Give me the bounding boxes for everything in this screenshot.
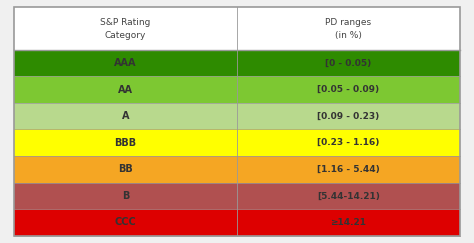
- Bar: [14, 103, 237, 130]
- Text: [0.23 - 1.16): [0.23 - 1.16): [317, 138, 380, 147]
- Bar: [237, 182, 460, 209]
- Text: A: A: [122, 111, 129, 121]
- Text: [5.44-14.21): [5.44-14.21): [317, 191, 380, 200]
- Text: BBB: BBB: [115, 138, 137, 148]
- Bar: [237, 209, 460, 236]
- Bar: [237, 50, 460, 76]
- Bar: [237, 76, 460, 103]
- Text: AAA: AAA: [114, 58, 137, 68]
- Text: [0.05 - 0.09): [0.05 - 0.09): [317, 85, 380, 94]
- Text: B: B: [122, 191, 129, 201]
- Bar: [14, 76, 237, 103]
- Text: CCC: CCC: [115, 217, 137, 227]
- Bar: [237, 156, 460, 182]
- Bar: [14, 182, 237, 209]
- Bar: [14, 130, 237, 156]
- Bar: [237, 130, 460, 156]
- Text: [0 - 0.05): [0 - 0.05): [325, 59, 372, 68]
- Text: S&P Rating: S&P Rating: [100, 18, 151, 27]
- Text: PD ranges: PD ranges: [325, 18, 372, 27]
- Bar: [14, 50, 237, 76]
- Bar: [14, 209, 237, 236]
- Bar: [14, 7, 460, 50]
- Text: (in %): (in %): [335, 31, 362, 40]
- Bar: [14, 156, 237, 182]
- Bar: [237, 103, 460, 130]
- Text: ≥14.21: ≥14.21: [330, 218, 366, 227]
- Text: [0.09 - 0.23): [0.09 - 0.23): [317, 112, 380, 121]
- Text: BB: BB: [118, 164, 133, 174]
- Text: AA: AA: [118, 85, 133, 95]
- Text: [1.16 - 5.44): [1.16 - 5.44): [317, 165, 380, 174]
- Text: Category: Category: [105, 31, 146, 40]
